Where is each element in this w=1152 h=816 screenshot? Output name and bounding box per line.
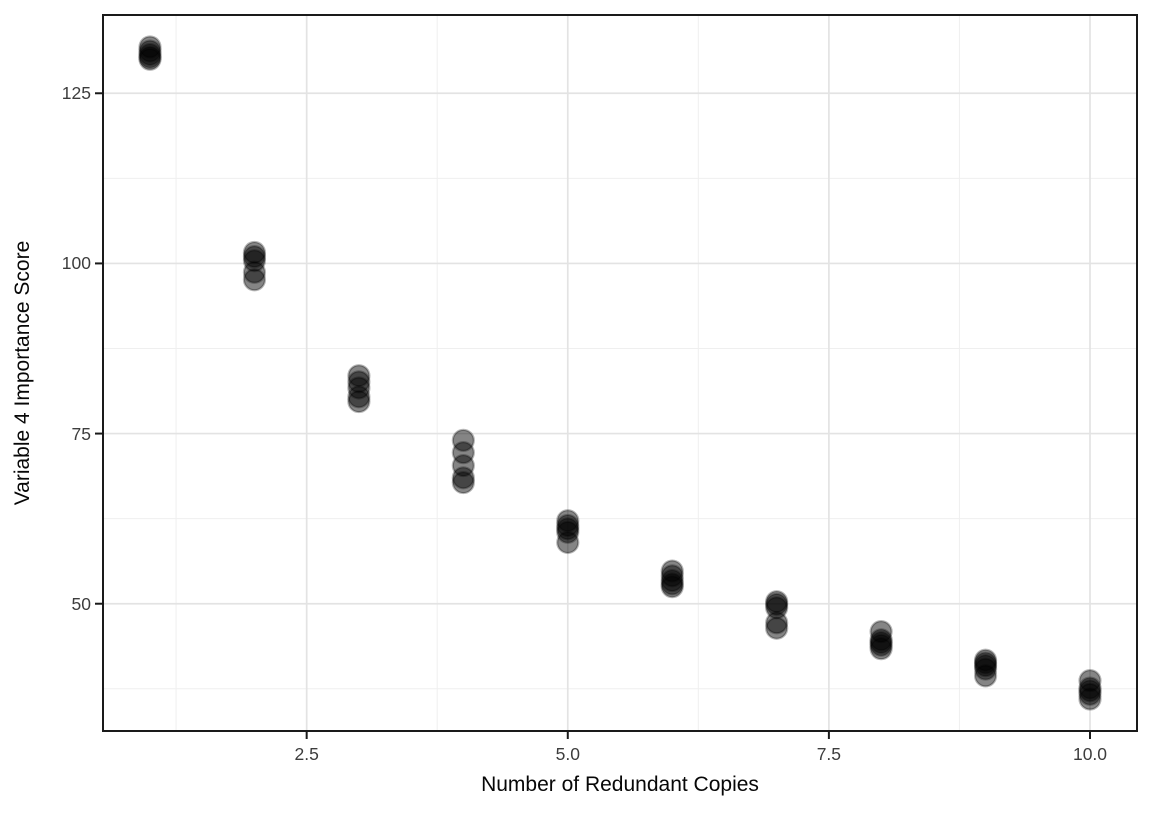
data-point — [765, 616, 789, 640]
plot-panel — [103, 15, 1137, 731]
data-point — [869, 633, 893, 657]
x-tick-label: 10.0 — [1072, 744, 1108, 764]
data-point — [556, 509, 580, 533]
data-point — [242, 249, 267, 273]
data-point — [765, 592, 789, 617]
data-point — [242, 268, 267, 292]
x-tick-label: 5.0 — [555, 744, 580, 764]
data-point — [138, 45, 162, 69]
data-point — [973, 654, 998, 678]
data-point — [869, 630, 893, 655]
x-axis-title: Number of Redundant Copies — [481, 773, 759, 796]
data-point — [1078, 669, 1102, 693]
data-point — [347, 370, 371, 394]
data-point — [1078, 676, 1102, 700]
data-point — [347, 385, 371, 409]
data-point — [138, 35, 162, 59]
data-point — [973, 664, 998, 688]
data-point — [973, 657, 998, 681]
y-tick-label: 50 — [71, 593, 91, 614]
y-tick-label: 100 — [61, 253, 91, 274]
data-point — [1078, 679, 1102, 703]
data-point — [347, 376, 371, 400]
data-point — [973, 651, 998, 675]
data-point — [242, 245, 267, 269]
data-point — [660, 568, 684, 593]
data-point — [451, 466, 475, 490]
data-point — [765, 611, 789, 635]
data-point — [869, 637, 893, 661]
data-point — [660, 572, 684, 596]
data-point — [451, 441, 475, 465]
data-point — [242, 240, 267, 265]
data-point — [556, 530, 580, 555]
data-point — [242, 260, 267, 284]
data-point — [869, 620, 893, 644]
data-point — [765, 596, 789, 620]
data-point — [347, 389, 371, 414]
y-tick-label: 125 — [61, 83, 91, 104]
panel-border — [102, 14, 1138, 732]
data-point — [973, 648, 998, 672]
y-tick-label: 75 — [71, 423, 91, 444]
data-point — [556, 517, 580, 541]
data-point — [347, 364, 371, 388]
x-tick-label: 7.5 — [816, 744, 842, 764]
data-point — [451, 453, 475, 478]
data-point — [451, 470, 475, 495]
data-point — [869, 628, 893, 652]
data-point — [660, 559, 684, 583]
data-point — [556, 513, 580, 538]
data-point — [660, 564, 684, 588]
x-tick-label: 2.5 — [294, 744, 319, 764]
data-point — [138, 47, 162, 71]
y-axis-title: Variable 4 Importance Score — [11, 240, 34, 506]
data-point — [765, 590, 789, 614]
data-point — [138, 42, 162, 67]
data-point — [138, 39, 162, 63]
data-point — [451, 428, 475, 452]
data-point — [1078, 682, 1102, 706]
data-point — [1078, 687, 1102, 711]
data-point — [556, 520, 580, 544]
data-point — [660, 575, 684, 599]
